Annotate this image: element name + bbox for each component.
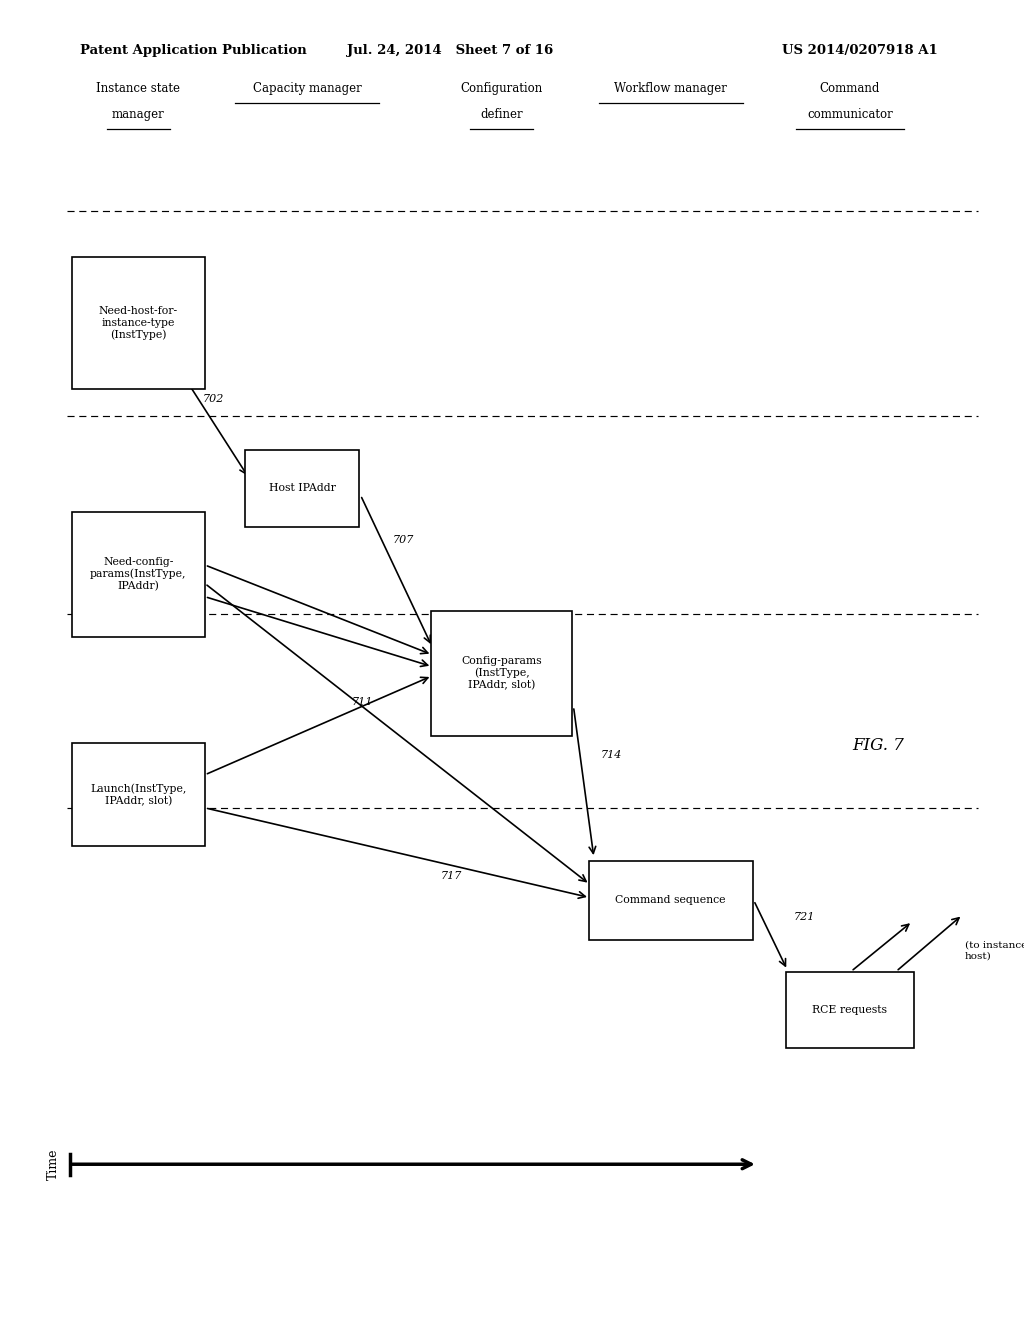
Text: FIG. 7: FIG. 7	[852, 738, 904, 754]
Text: US 2014/0207918 A1: US 2014/0207918 A1	[782, 44, 938, 57]
Text: Need-config-
params(InstType,
IPAddr): Need-config- params(InstType, IPAddr)	[90, 557, 186, 591]
Text: 711: 711	[351, 697, 373, 708]
Bar	[72, 743, 205, 846]
Bar	[589, 861, 753, 940]
Text: Command sequence: Command sequence	[615, 895, 726, 906]
Text: 707: 707	[392, 535, 414, 545]
Text: 717: 717	[440, 871, 462, 882]
Bar	[786, 972, 913, 1048]
Bar	[72, 257, 205, 389]
Text: Jul. 24, 2014   Sheet 7 of 16: Jul. 24, 2014 Sheet 7 of 16	[347, 44, 554, 57]
Text: 721: 721	[794, 912, 815, 923]
Text: Capacity manager: Capacity manager	[253, 82, 361, 95]
Text: Workflow manager: Workflow manager	[614, 82, 727, 95]
Text: manager: manager	[112, 108, 165, 121]
Text: Command: Command	[820, 82, 880, 95]
Text: Configuration: Configuration	[461, 82, 543, 95]
Text: communicator: communicator	[807, 108, 893, 121]
Text: (to instance
host): (to instance host)	[965, 941, 1024, 960]
Text: 724: 724	[883, 974, 904, 985]
Bar	[431, 610, 572, 737]
Bar	[72, 512, 205, 638]
Text: Need-host-for-
instance-type
(InstType): Need-host-for- instance-type (InstType)	[98, 306, 178, 341]
Text: Patent Application Publication: Patent Application Publication	[80, 44, 306, 57]
Text: 702: 702	[203, 393, 224, 404]
Text: Launch(InstType,
IPAddr, slot): Launch(InstType, IPAddr, slot)	[90, 783, 186, 807]
Text: Host IPAddr: Host IPAddr	[268, 483, 336, 494]
Text: Instance state: Instance state	[96, 82, 180, 95]
Text: 714: 714	[601, 750, 623, 760]
Bar	[245, 450, 359, 527]
Text: definer: definer	[480, 108, 523, 121]
Text: Config-params
(InstType,
IPAddr, slot): Config-params (InstType, IPAddr, slot)	[462, 656, 542, 690]
Text: Time: Time	[46, 1148, 59, 1180]
Text: RCE requests: RCE requests	[812, 1005, 888, 1015]
